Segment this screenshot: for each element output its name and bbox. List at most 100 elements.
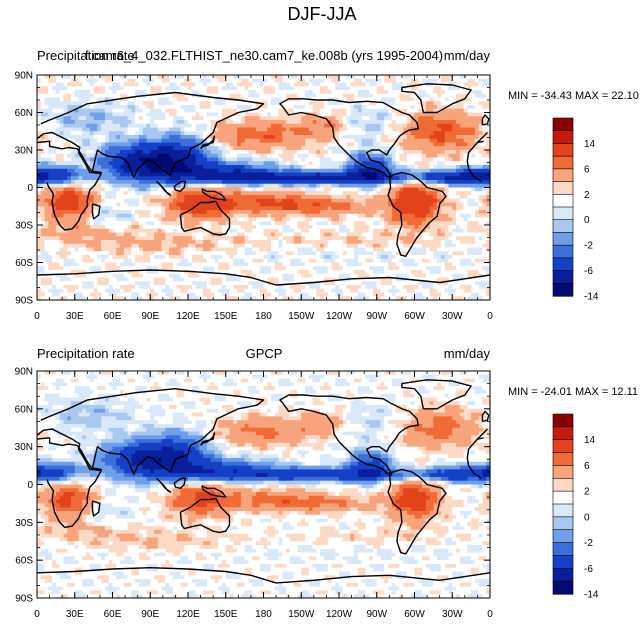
panel1-cell [131,206,136,211]
panel1-cell [116,176,121,181]
panel1-cell [452,86,457,91]
panel1-cell [369,86,374,91]
panel1-cell [240,228,246,234]
panel1-cell [252,116,257,121]
panel1-cell [418,131,423,136]
panel1-cell [278,78,283,84]
panel1-cell [93,195,99,200]
panel1-cell [188,90,193,95]
panel1-cell [176,146,182,151]
panel1-cell [210,191,216,196]
panel1-cell [240,225,246,230]
panel1-cell [478,146,484,151]
panel1-cell [350,213,355,219]
panel1-cell [361,183,367,189]
panel1-cell [229,210,234,215]
panel1-cell [471,138,476,144]
panel1-cell [120,176,125,181]
panel1-cell [191,90,197,95]
panel1-cell [354,217,359,222]
panel1-cell [376,161,382,166]
panel1-cell [301,131,306,136]
panel1-cell [180,206,185,211]
panel1-cell [429,112,434,117]
panel1-cell [486,146,491,151]
panel1-cell [225,221,231,226]
panel1-cell [237,213,242,219]
panel1-cell [176,120,182,125]
panel1-cell [165,93,170,99]
panel1-cell [323,123,329,129]
panel1-cell [104,168,110,174]
panel1-cell [372,187,378,192]
panel1-cell [221,93,227,99]
panel1-cell [474,97,480,102]
panel1-cell [210,108,216,114]
panel1-cell [406,157,412,162]
panel1-cell [157,153,163,159]
panel1-cell [252,75,257,80]
panel1-cell [48,146,53,151]
panel1-cell [459,187,465,192]
panel1-cell [448,195,453,200]
panel1-cell [342,116,348,121]
panel1-cell [44,78,49,84]
panel1-cell [456,183,461,189]
panel1-cell [384,108,389,114]
panel1-cell [486,187,491,192]
panel1-cell [172,176,178,181]
panel1-cell [388,225,393,230]
panel1-cell [346,161,351,166]
panel1-cell [459,221,465,226]
panel1-cell [471,213,476,219]
panel1-cell [108,146,114,151]
panel1-cell [320,161,325,166]
panel1-cell [271,176,276,181]
panel1-cell [271,93,276,99]
panel1-cell [108,210,114,215]
panel1-cell [282,180,287,185]
panel1-cell [463,82,468,87]
panel1-cell [331,172,336,177]
panel1-cell [482,225,487,230]
panel1-cell [86,228,91,234]
panel1-cell [380,165,385,170]
panel1-cell [112,75,117,80]
panel1-cell [346,108,351,114]
panel1-cell [233,131,238,136]
panel1-cell [67,221,72,226]
panel1-cell [104,206,110,211]
panel1-cell [78,168,83,174]
panel1-cell [142,202,148,207]
panel1-cell [486,75,491,80]
panel1-cell [44,93,49,99]
panel1-cell [482,191,487,196]
panel1-cell [44,108,49,114]
panel1-cell [97,161,102,166]
panel1-cell [414,168,419,174]
panel1-cell [123,172,129,177]
panel1-cell [399,135,404,140]
panel1-cell [184,116,189,121]
panel1-cell [70,206,76,211]
panel1-cell [176,82,182,87]
panel1-cell [206,101,212,106]
panel1-cell [135,206,140,211]
panel1-cell [342,213,348,219]
panel1-cell [78,123,83,129]
panel1-cell [82,202,87,207]
panel1-cell [361,180,367,185]
panel1-cell [184,161,189,166]
panel1-cell [380,183,385,189]
panel1-cell [116,206,121,211]
panel1-cell [195,97,200,102]
panel1-cell [372,101,378,106]
panel1-cell [388,82,393,87]
panel1-cell [176,198,182,204]
panel1-cell [203,210,208,215]
panel1-cell [116,202,121,207]
panel1-cell [440,146,446,151]
panel1-cell [357,191,363,196]
panel1-cell [282,120,287,125]
panel1-cell [44,127,49,132]
